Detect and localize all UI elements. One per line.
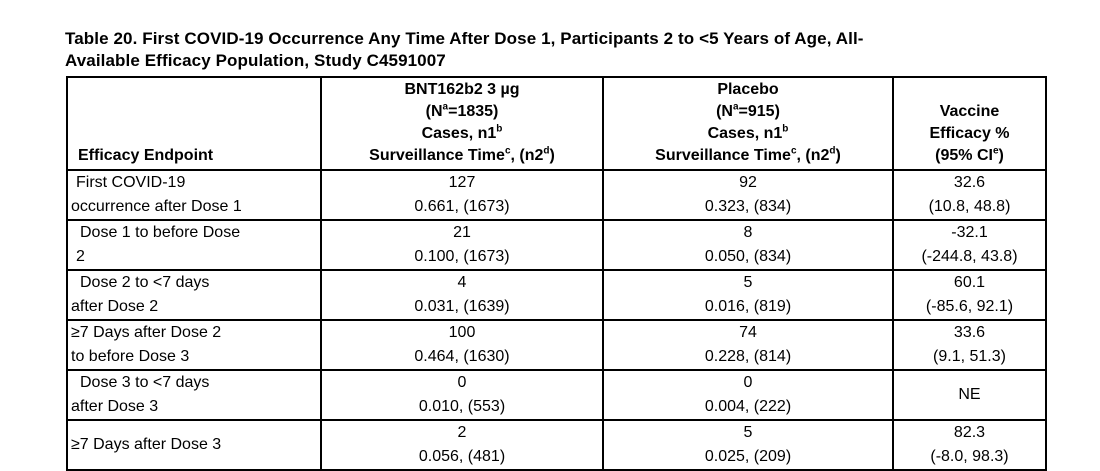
header-bnt162b2: BNT162b2 3 µg (Na=1835) Cases, n1b Surveill…	[320, 76, 604, 171]
endpoint-cell: Dose 1 to before Dose 2	[66, 219, 322, 271]
header-placebo: Placebo (Na=915) Cases, n1b Surveillance Ti…	[602, 76, 894, 171]
placebo-cell: 0 0.004, (222)	[602, 369, 894, 421]
header-vaccine-efficacy: Vaccine Efficacy % (95% CIe)	[892, 76, 1047, 171]
bnt-cell: 21 0.100, (1673)	[320, 219, 604, 271]
vaccine-efficacy-cell: 60.1 (-85.6, 92.1)	[892, 269, 1047, 321]
table-title-line-2: Available Efficacy Population, Study C45…	[65, 51, 446, 70]
table-row: Dose 3 to <7 days after Dose 3 0 0.010, (5…	[66, 369, 1047, 421]
table-row: First COVID-19 occurrence after Dose 1 12…	[66, 169, 1047, 221]
bnt-cell: 4 0.031, (1639)	[320, 269, 604, 321]
header-row: Efficacy Endpoint BNT162b2 3 µg (Na=1835)…	[66, 76, 1047, 171]
table-row: ≥7 Days after Dose 2 to before Dose 3 100…	[66, 319, 1047, 371]
placebo-cell: 92 0.323, (834)	[602, 169, 894, 221]
bnt-cell: 127 0.661, (1673)	[320, 169, 604, 221]
table-title: Table 20. First COVID-19 Occurrence Any …	[65, 28, 1055, 72]
header-efficacy-endpoint: Efficacy Endpoint	[66, 76, 322, 171]
efficacy-table: Efficacy Endpoint BNT162b2 3 µg (Na=1835)…	[66, 76, 1047, 471]
vaccine-efficacy-cell: 32.6 (10.8, 48.8)	[892, 169, 1047, 221]
placebo-cell: 5 0.025, (209)	[602, 419, 894, 471]
table-row: ≥7 Days after Dose 3 2 0.056, (481) 5 0.02…	[66, 419, 1047, 471]
table-row: Dose 1 to before Dose 2 21 0.100, (1673) 8…	[66, 219, 1047, 271]
vaccine-efficacy-cell: NE	[892, 369, 1047, 421]
placebo-cell: 8 0.050, (834)	[602, 219, 894, 271]
bnt-cell: 100 0.464, (1630)	[320, 319, 604, 371]
vaccine-efficacy-cell: 82.3 (-8.0, 98.3)	[892, 419, 1047, 471]
bnt-cell: 2 0.056, (481)	[320, 419, 604, 471]
table-row: Dose 2 to <7 days after Dose 2 4 0.031, (1…	[66, 269, 1047, 321]
endpoint-cell: Dose 3 to <7 days after Dose 3	[66, 369, 322, 421]
endpoint-cell: ≥7 Days after Dose 3	[66, 419, 322, 471]
bnt-cell: 0 0.010, (553)	[320, 369, 604, 421]
endpoint-cell: First COVID-19 occurrence after Dose 1	[66, 169, 322, 221]
vaccine-efficacy-cell: -32.1 (-244.8, 43.8)	[892, 219, 1047, 271]
vaccine-efficacy-cell: 33.6 (9.1, 51.3)	[892, 319, 1047, 371]
table-title-line-1: Table 20. First COVID-19 Occurrence Any …	[65, 29, 864, 48]
endpoint-cell: Dose 2 to <7 days after Dose 2	[66, 269, 322, 321]
placebo-cell: 5 0.016, (819)	[602, 269, 894, 321]
endpoint-cell: ≥7 Days after Dose 2 to before Dose 3	[66, 319, 322, 371]
placebo-cell: 74 0.228, (814)	[602, 319, 894, 371]
